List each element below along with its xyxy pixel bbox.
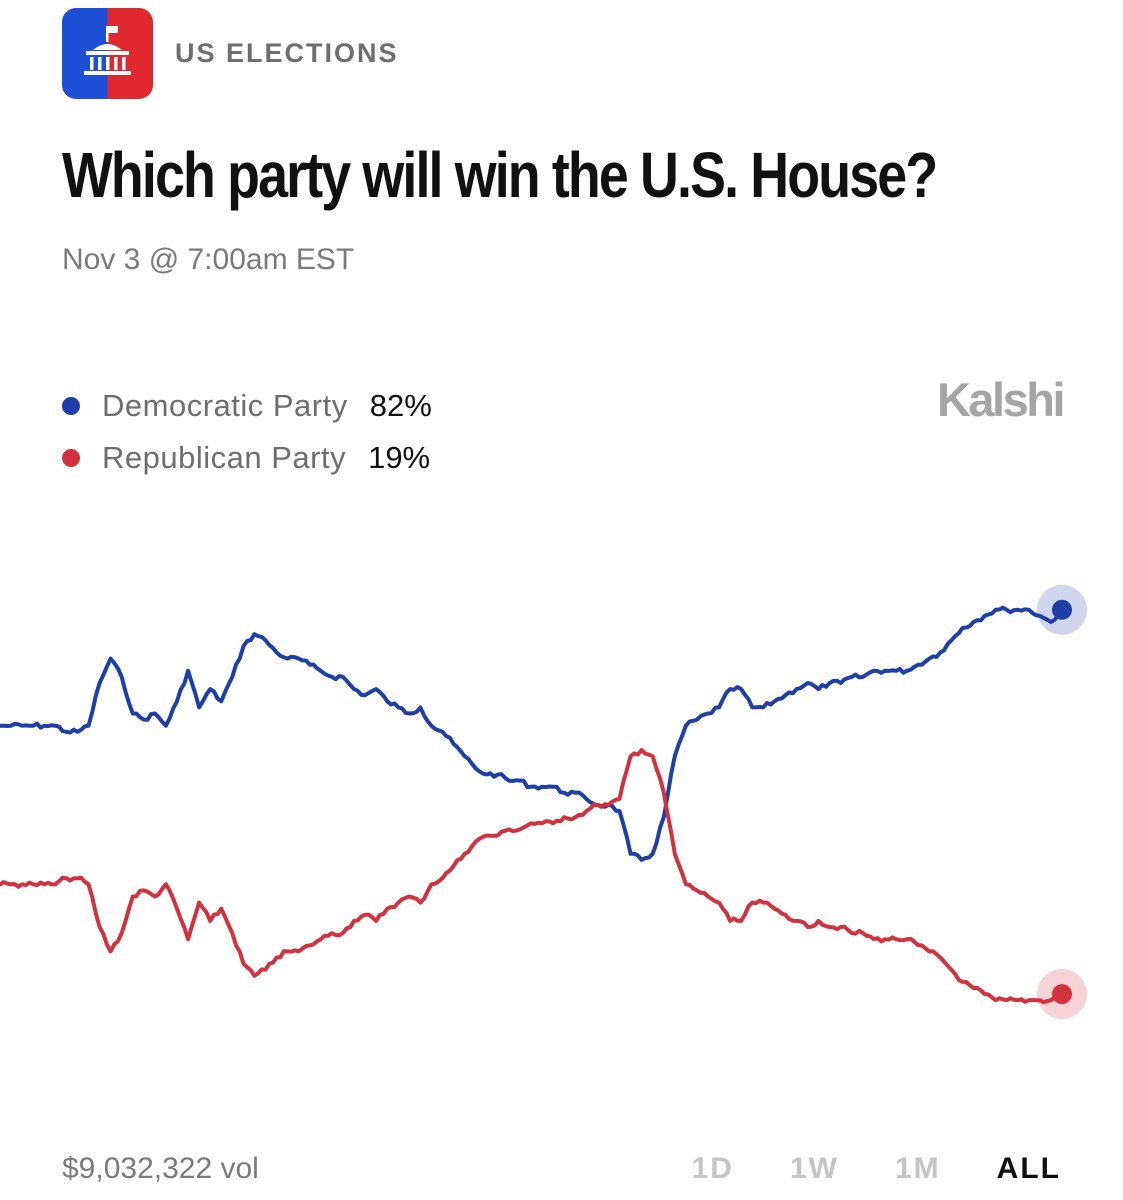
range-button-all[interactable]: ALL	[996, 1152, 1061, 1185]
price-chart[interactable]	[0, 480, 1123, 1120]
volume-label: $9,032,322 vol	[62, 1152, 259, 1185]
category-label: US ELECTIONS	[175, 38, 399, 68]
chart-legend: Democratic Party 82% Republican Party 19…	[62, 380, 432, 484]
republican-dot-icon	[62, 449, 80, 467]
capitol-building-icon	[84, 26, 131, 75]
range-button-1d[interactable]: 1D	[691, 1152, 734, 1185]
legend-item-republican: Republican Party 19%	[62, 432, 432, 484]
republican-current-point	[1052, 984, 1072, 1005]
democratic-series-line	[0, 605, 1064, 862]
republican-series-line	[0, 748, 1064, 1005]
legend-value: 82%	[369, 388, 432, 423]
democratic-current-point	[1052, 599, 1072, 620]
legend-label: Republican Party	[102, 440, 347, 475]
range-button-1m[interactable]: 1M	[894, 1152, 941, 1185]
app-icon	[62, 8, 153, 99]
legend-value: 19%	[368, 440, 431, 475]
legend-label: Democratic Party	[102, 388, 348, 423]
market-timestamp: Nov 3 @ 7:00am EST	[62, 243, 355, 276]
time-range-selector: 1D 1W 1M ALL	[636, 1152, 1061, 1186]
question-title: Which party will win the U.S. House?	[62, 139, 938, 211]
brand-logo: Kalshi	[936, 373, 1066, 426]
legend-item-democratic: Democratic Party 82%	[62, 380, 432, 432]
range-button-1w[interactable]: 1W	[789, 1152, 839, 1185]
democratic-dot-icon	[62, 397, 80, 415]
